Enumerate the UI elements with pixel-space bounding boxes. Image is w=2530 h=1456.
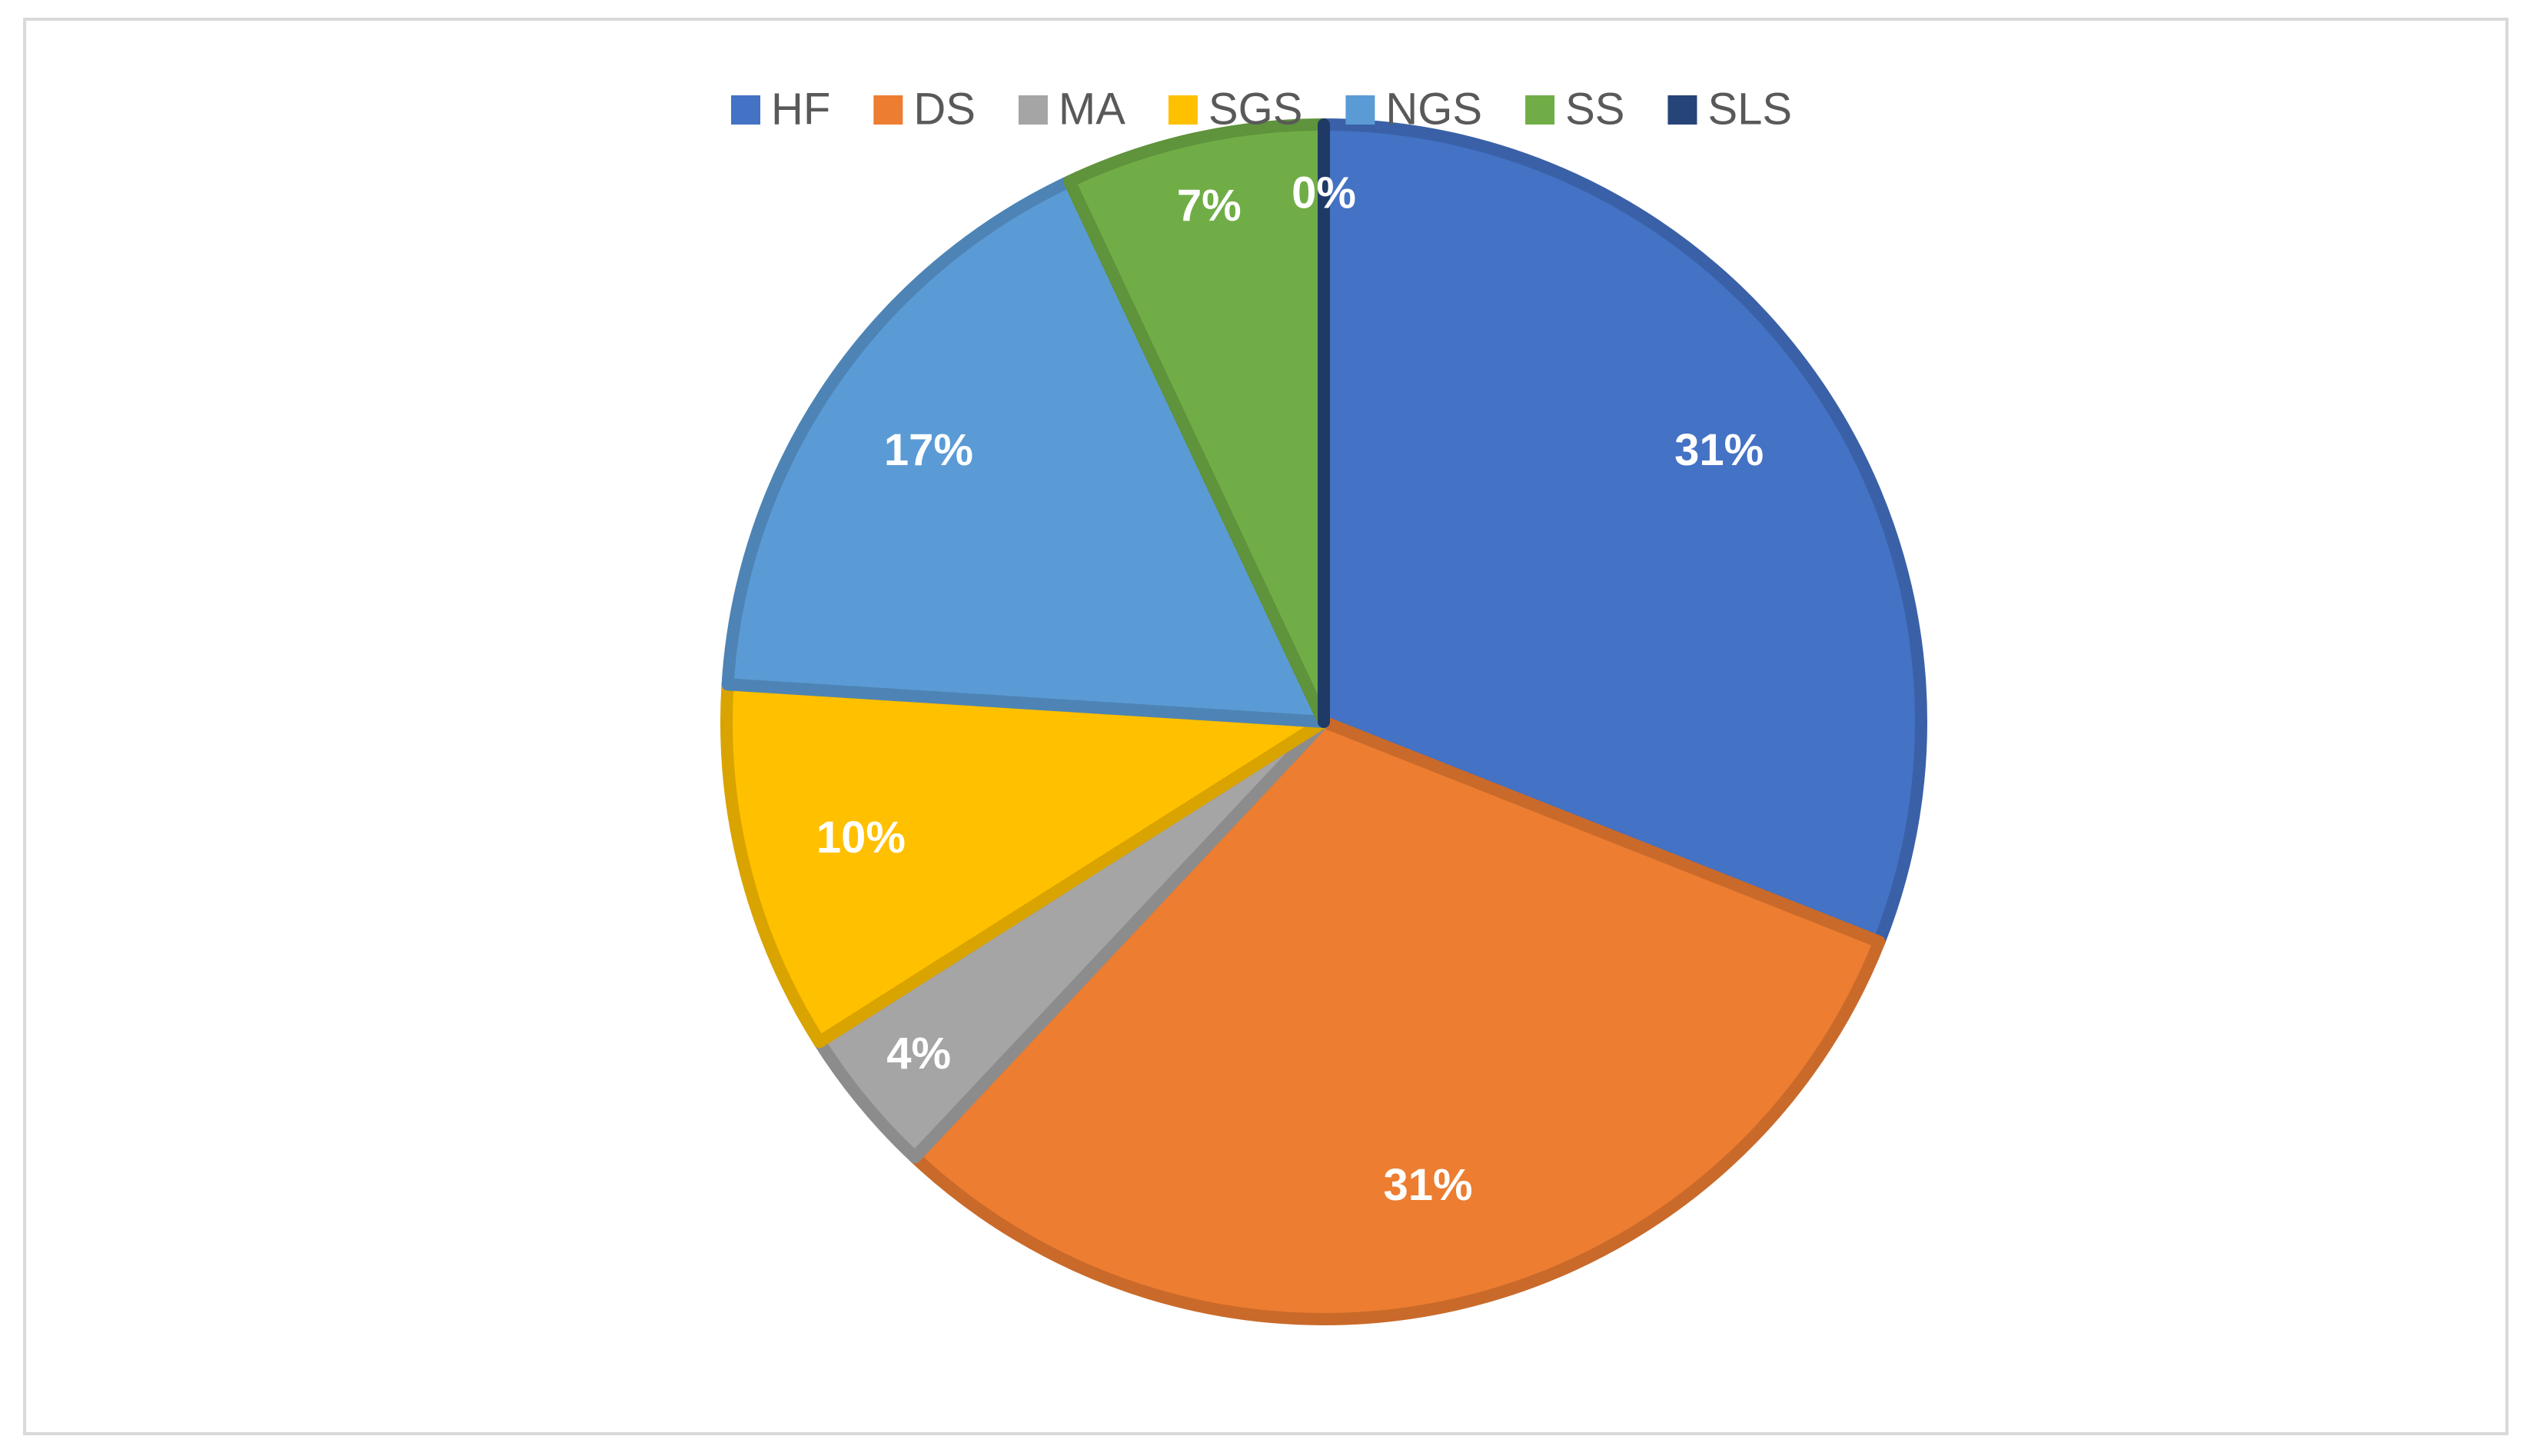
pie xyxy=(720,118,1927,1325)
legend-label: SS xyxy=(1565,84,1624,134)
data-label: 7% xyxy=(1177,181,1242,231)
data-label: 4% xyxy=(886,1029,951,1079)
data-label: 31% xyxy=(1384,1160,1473,1210)
pie-slice xyxy=(720,678,1330,1049)
legend-swatch xyxy=(1667,95,1697,125)
data-label: 31% xyxy=(1674,425,1764,475)
legend-label: HF xyxy=(771,84,830,134)
legend-label: SGS xyxy=(1208,84,1303,134)
legend-label: DS xyxy=(913,84,976,134)
legend-swatch xyxy=(1018,95,1048,125)
legend-swatch xyxy=(1525,95,1555,125)
pie-slice xyxy=(1063,118,1330,728)
legend-swatch xyxy=(1168,95,1198,125)
data-labels: 31% 31% 4% 10% 17% 7% 0% xyxy=(816,168,1764,1210)
legend-swatch xyxy=(1345,95,1375,125)
legend-swatch xyxy=(873,95,903,125)
legend: HF DS MA SGS NGS SS SLS xyxy=(731,84,1792,134)
pie-slice xyxy=(1318,118,1927,949)
pie-slice xyxy=(721,175,1330,728)
data-label: 0% xyxy=(1292,168,1356,218)
legend-swatch xyxy=(731,95,760,125)
legend-label: NGS xyxy=(1385,84,1482,134)
data-label: 17% xyxy=(884,425,973,475)
data-label: 10% xyxy=(816,813,906,863)
legend-label: MA xyxy=(1059,84,1125,134)
pie-slice xyxy=(909,716,1886,1325)
legend-label: SLS xyxy=(1707,84,1792,134)
